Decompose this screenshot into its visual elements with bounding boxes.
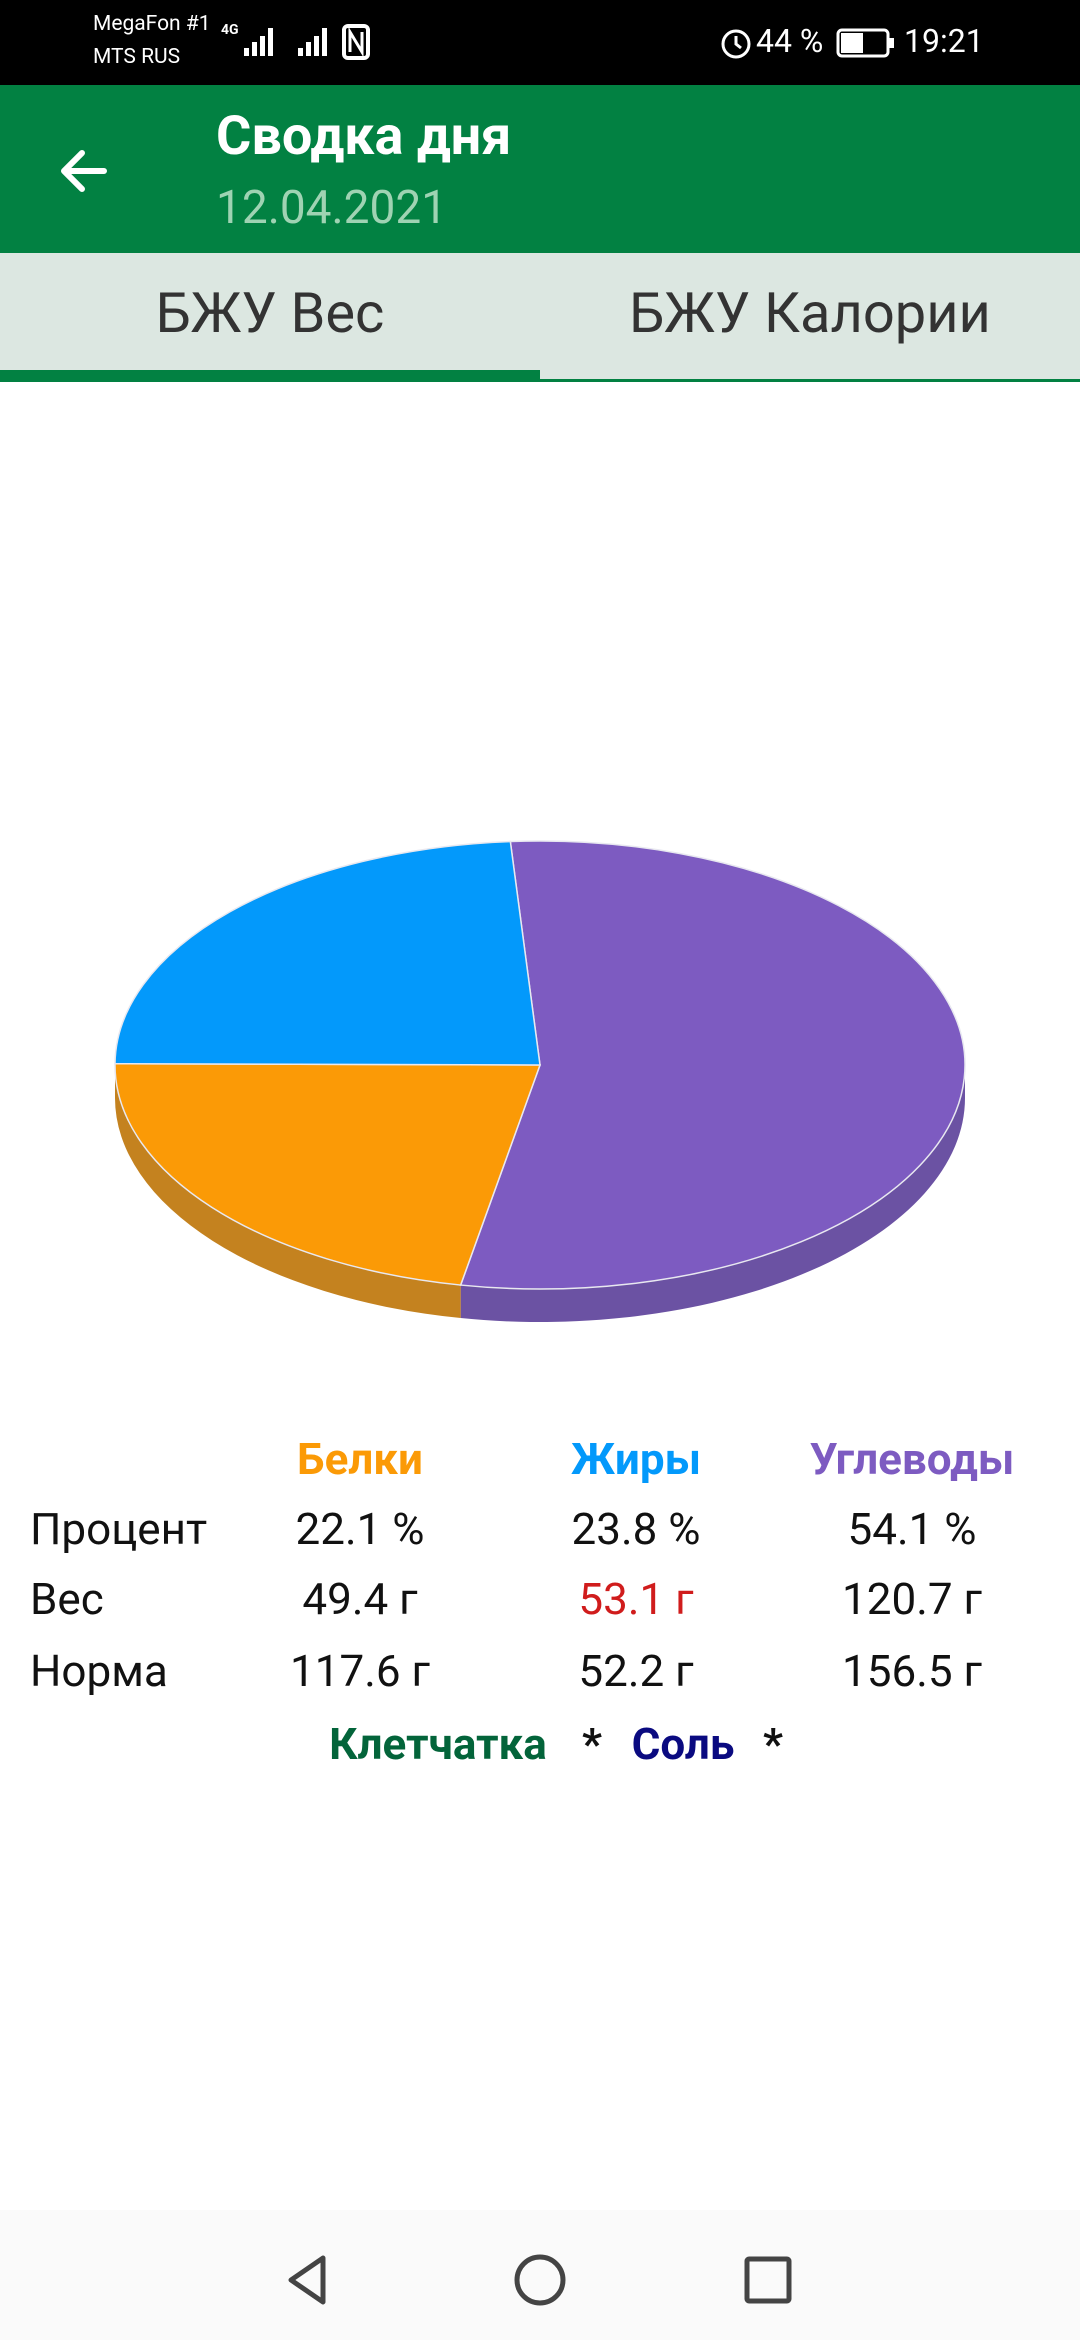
salt-value: * bbox=[763, 1718, 783, 1770]
network-type: 4G bbox=[221, 22, 239, 38]
table-cell: 54.1 % bbox=[847, 1503, 977, 1555]
carrier: MTS RUS bbox=[93, 45, 181, 69]
fiber-label: Клетчатка bbox=[329, 1718, 547, 1770]
pie-chart bbox=[114, 840, 966, 1322]
fiber-value: * bbox=[582, 1718, 602, 1770]
salt-label: Соль bbox=[631, 1718, 735, 1770]
column-header: Белки bbox=[297, 1433, 423, 1485]
tab-divider bbox=[540, 379, 1080, 382]
carrier: MegaFon #1 bbox=[93, 12, 211, 36]
clock: 19:21 bbox=[904, 22, 984, 60]
status-bar: MegaFon #1 MTS RUS 4G 44 % 19:21 bbox=[0, 0, 1080, 85]
table-cell: 117.6 г bbox=[290, 1645, 430, 1697]
pie-side bbox=[460, 1065, 965, 1322]
table-cell: 156.5 г bbox=[842, 1645, 982, 1697]
row-label: Вес bbox=[30, 1573, 104, 1625]
pie-slice bbox=[114, 1062, 542, 1286]
signal-icons bbox=[244, 24, 370, 60]
column-header: Углеводы bbox=[809, 1433, 1015, 1485]
tab[interactable]: БЖУ Вес bbox=[155, 280, 385, 346]
tab-bar: БЖУ Вес БЖУ Калории bbox=[0, 253, 1080, 382]
recents-nav[interactable] bbox=[738, 2250, 798, 2310]
alarm-icon bbox=[721, 29, 751, 59]
pie-slice bbox=[114, 840, 541, 1066]
battery-level: 44 % bbox=[756, 22, 824, 60]
home-nav[interactable] bbox=[510, 2250, 570, 2310]
back-button[interactable] bbox=[54, 141, 114, 201]
table-cell: 22.1 % bbox=[295, 1503, 425, 1555]
pie-slice bbox=[459, 840, 966, 1290]
back-nav[interactable] bbox=[279, 2250, 339, 2310]
tab-indicator bbox=[0, 370, 540, 382]
table-cell: 52.2 г bbox=[578, 1645, 694, 1697]
table-cell: 120.7 г bbox=[842, 1573, 982, 1625]
table-cell: 49.4 г bbox=[302, 1573, 418, 1625]
screen-title: Сводка дня bbox=[216, 105, 512, 168]
pie-side bbox=[115, 1065, 461, 1319]
row-label: Норма bbox=[30, 1645, 168, 1697]
table-cell: 53.1 г bbox=[578, 1573, 694, 1625]
row-label: Процент bbox=[30, 1503, 208, 1555]
app-bar: Сводка дня 12.04.2021 bbox=[0, 85, 1080, 253]
tab[interactable]: БЖУ Калории bbox=[629, 280, 991, 346]
table-cell: 23.8 % bbox=[571, 1503, 701, 1555]
navigation-bar bbox=[0, 2210, 1080, 2340]
column-header: Жиры bbox=[570, 1433, 702, 1485]
battery-icon bbox=[836, 28, 894, 58]
date: 12.04.2021 bbox=[216, 181, 448, 235]
